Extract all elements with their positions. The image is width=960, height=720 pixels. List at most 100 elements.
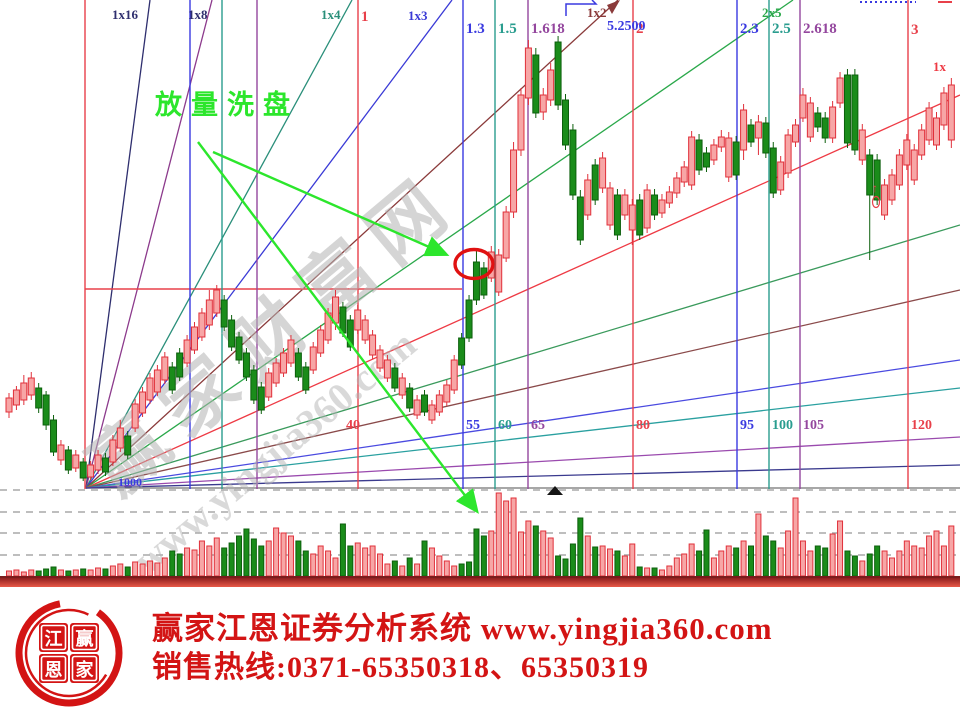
annotation-arrow-2	[197, 141, 479, 514]
candle	[161, 356, 169, 381]
volume-bar	[725, 545, 732, 577]
candle	[576, 196, 584, 241]
volume-bar	[20, 571, 27, 577]
candle	[87, 464, 95, 478]
seal-cell	[70, 654, 99, 683]
volume-bar	[822, 547, 829, 577]
volume-bar	[696, 550, 703, 577]
candle	[613, 194, 621, 236]
candle	[910, 149, 918, 181]
candle	[947, 84, 955, 141]
candle	[636, 199, 644, 236]
candle	[562, 99, 569, 146]
volume-bar	[940, 545, 947, 577]
candle	[168, 366, 176, 391]
candle	[139, 391, 147, 414]
volume-bar	[748, 545, 754, 577]
volume-bar	[896, 550, 903, 577]
seal-cell	[70, 623, 99, 652]
volume-bar	[221, 547, 228, 577]
candle	[265, 372, 273, 398]
blue-bracket-annotation	[565, 0, 598, 16]
volume-bar	[785, 530, 792, 577]
fan-line-1x4	[85, 0, 353, 489]
candle	[717, 136, 725, 148]
candle	[176, 352, 184, 378]
fan-label-1x: 1x	[933, 59, 947, 74]
candle	[42, 394, 50, 426]
volume-bar	[72, 569, 79, 577]
volume-bar	[777, 547, 784, 577]
volume-bar	[621, 555, 628, 577]
volume-bar	[124, 566, 131, 577]
volume-bar	[607, 548, 614, 577]
volume-bar	[733, 547, 740, 577]
volume-bar	[362, 547, 369, 577]
volume-bar	[547, 537, 554, 577]
volume-bar	[377, 553, 383, 577]
candle	[940, 92, 948, 126]
volume-bar	[317, 545, 324, 577]
candle	[732, 141, 740, 176]
volume-bar	[13, 569, 20, 577]
volume-bar	[569, 543, 576, 577]
gann-chart-canvas[interactable]: 赢家财富网www.yingjia360.com1401.3551.5601.61…	[0, 0, 960, 588]
barcount-label-40: 40	[346, 418, 360, 433]
candle	[881, 184, 889, 216]
volume-bar	[770, 540, 777, 577]
candle	[421, 394, 429, 413]
candle	[27, 377, 35, 396]
candle	[569, 129, 577, 196]
candle	[933, 117, 940, 146]
candle	[213, 289, 221, 314]
volume-bar	[911, 545, 918, 577]
volume-bar	[525, 520, 532, 577]
seal-char: 家	[76, 659, 95, 680]
volume-bar	[117, 563, 124, 577]
candle	[198, 312, 206, 338]
candle	[109, 439, 117, 463]
volume-bar	[688, 543, 695, 577]
candle	[510, 149, 518, 213]
candle	[480, 267, 488, 296]
candle	[643, 189, 651, 229]
volume-bar	[710, 557, 717, 577]
chart-area[interactable]: 赢家财富网 www.yingjia360.com 1 40 1.3 55 1.5 60 1.61…	[0, 0, 960, 588]
candle	[888, 174, 896, 201]
candle	[680, 166, 688, 183]
misc-label-5.2500: 5.2500	[607, 19, 646, 34]
candle	[287, 339, 295, 364]
footer-text-block: 赢家江恩证券分析系统 www.yingjia360.com 销售热线:0371-…	[152, 611, 773, 685]
volume-bar	[213, 537, 220, 577]
volume-bar	[926, 535, 933, 577]
candle	[858, 129, 866, 161]
candle	[836, 77, 844, 104]
candle	[64, 449, 72, 471]
candle	[235, 336, 243, 361]
volume-bar	[555, 555, 562, 577]
volume-bar	[35, 570, 42, 577]
candle	[688, 136, 696, 186]
candle	[895, 154, 903, 186]
candle	[354, 309, 362, 331]
footer-hotline-line: 销售热线:0371-65350318、65350319	[152, 650, 649, 684]
volume-bar	[198, 540, 205, 577]
fan-line-fan-blue-shallow	[85, 359, 960, 489]
strip-shadow	[0, 576, 960, 578]
candle	[606, 187, 614, 226]
volume-bar	[614, 550, 621, 577]
footer-brand-line: 赢家江恩证券分析系统 www.yingjia360.com	[152, 611, 773, 646]
seal-inner-ring	[24, 608, 114, 698]
ratio-label-3: 3	[911, 22, 919, 38]
volume-bar	[451, 565, 458, 577]
candle	[346, 319, 354, 348]
candle	[272, 362, 280, 384]
candle	[50, 419, 58, 453]
volume-bar	[644, 567, 651, 577]
volume-bar	[948, 525, 955, 577]
candle	[814, 112, 822, 128]
volume-bar	[755, 513, 762, 577]
volume-bar	[287, 535, 294, 577]
volume-bar	[347, 545, 354, 577]
candle	[228, 319, 236, 348]
